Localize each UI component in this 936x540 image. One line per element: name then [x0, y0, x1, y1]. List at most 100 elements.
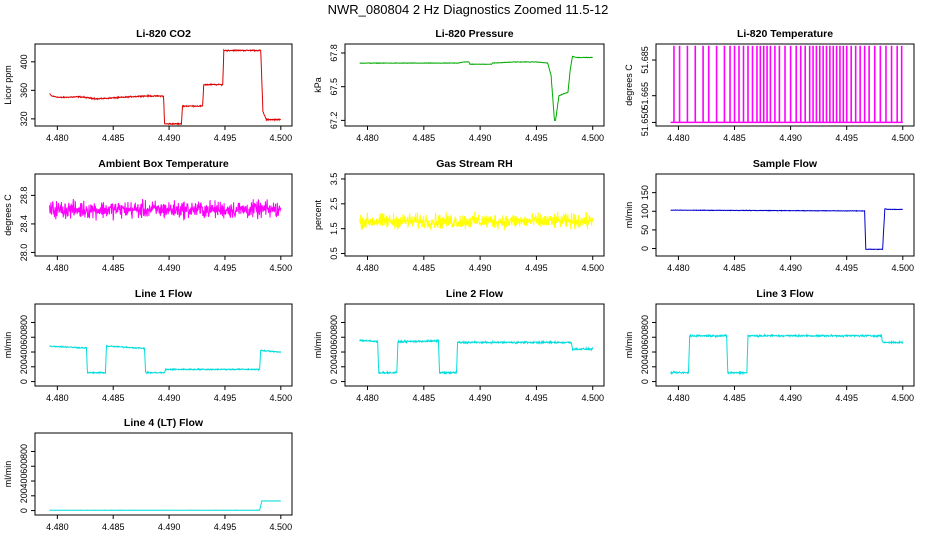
x-tick-label: 4.480: [46, 133, 69, 143]
y-axis-label: kPa: [313, 77, 323, 93]
x-tick-label: 4.490: [779, 393, 802, 403]
panel-title: Li-820 Pressure: [435, 28, 513, 40]
x-tick-label: 4.500: [892, 393, 915, 403]
x-tick-label: 4.480: [356, 393, 379, 403]
x-tick-label: 4.490: [779, 133, 802, 143]
y-tick-label: 600: [19, 459, 29, 474]
x-tick-label: 4.485: [102, 522, 125, 532]
x-tick-label: 4.480: [46, 263, 69, 273]
x-tick-label: 4.495: [214, 133, 237, 143]
y-tick-label: 400: [19, 474, 29, 489]
y-tick-label: 360: [19, 83, 29, 98]
y-tick-label: 150: [640, 185, 650, 200]
x-tick-label: 4.500: [270, 133, 293, 143]
y-tick-label: 1.5: [329, 222, 339, 235]
x-tick-label: 4.490: [469, 133, 492, 143]
x-tick-label: 4.495: [835, 263, 858, 273]
x-tick-label: 4.500: [892, 263, 915, 273]
series-line: [670, 333, 904, 376]
x-tick-label: 4.485: [102, 263, 125, 273]
panel-title: Line 1 Flow: [135, 288, 193, 300]
x-tick-label: 4.480: [667, 393, 690, 403]
x-tick-label: 4.500: [581, 393, 604, 403]
plot-frame: [655, 173, 915, 257]
panel-7: Line 2 Flow ml/min 4.480 4.485 4.490 4.495 4.5…: [313, 288, 605, 403]
x-tick-label: 4.485: [413, 393, 436, 403]
x-tick-label: 4.500: [270, 522, 293, 532]
y-tick-label: 400: [329, 345, 339, 360]
series-line: [670, 208, 903, 251]
y-tick-label: 28.8: [19, 187, 29, 205]
page-title: NWR_080804 2 Hz Diagnostics Zoomed 11.5-…: [327, 2, 609, 17]
x-tick-label: 4.495: [214, 522, 237, 532]
plot-frame: [344, 173, 605, 257]
panel-title: Line 2 Flow: [446, 288, 504, 300]
x-tick-label: 4.500: [270, 393, 293, 403]
y-tick-label: 600: [329, 330, 339, 345]
y-tick-label: 50: [640, 225, 650, 235]
y-tick-label: 67.2: [329, 112, 339, 130]
x-tick-label: 4.495: [835, 393, 858, 403]
x-tick-label: 4.480: [667, 133, 690, 143]
panel-6: Line 1 Flow ml/min 4.480 4.485 4.490 4.495 4.5…: [3, 288, 293, 403]
x-tick-label: 4.485: [723, 393, 746, 403]
y-tick-label: 3.5: [329, 173, 339, 186]
plot-frame: [344, 303, 605, 387]
y-tick-label: 0: [19, 508, 29, 513]
y-tick-label: 0.5: [329, 247, 339, 260]
series-line: [359, 338, 594, 376]
plot-frame: [34, 432, 293, 516]
panel-3: Ambient Box Temperature degrees C 4.480 4.4…: [3, 158, 293, 273]
x-tick-label: 4.490: [469, 393, 492, 403]
x-tick-label: 4.500: [581, 263, 604, 273]
y-tick-label: 0: [640, 379, 650, 384]
panel-title: Ambient Box Temperature: [98, 158, 229, 170]
panel-title: Line 3 Flow: [756, 288, 814, 300]
y-tick-label: 200: [19, 488, 29, 503]
y-axis-label: ml/min: [3, 332, 13, 359]
panel-4: Gas Stream RH percent 4.480 4.485 4.490 4.495…: [313, 158, 605, 273]
series-line: [49, 48, 282, 126]
y-tick-label: 2.5: [329, 198, 339, 211]
y-tick-label: 28.0: [19, 244, 29, 262]
x-tick-label: 4.490: [158, 522, 181, 532]
y-tick-label: 400: [19, 54, 29, 69]
panel-title: Gas Stream RH: [436, 158, 512, 170]
y-tick-label: 320: [19, 111, 29, 126]
panel-9: Line 4 (LT) Flow ml/min 4.480 4.485 4.490 4.4…: [3, 417, 293, 532]
y-tick-label: 200: [640, 359, 650, 374]
plot-frame: [34, 303, 293, 387]
series-line: [49, 344, 282, 375]
x-tick-label: 4.495: [835, 133, 858, 143]
panel-title: Line 4 (LT) Flow: [124, 417, 204, 429]
y-tick-label: 0: [329, 379, 339, 384]
y-axis-label: ml/min: [624, 202, 634, 229]
y-axis-label: degrees C: [624, 64, 634, 106]
x-tick-label: 4.480: [356, 263, 379, 273]
x-tick-label: 4.495: [214, 393, 237, 403]
x-tick-label: 4.485: [102, 133, 125, 143]
y-axis-label: ml/min: [624, 332, 634, 359]
y-tick-label: 400: [640, 345, 650, 360]
x-tick-label: 4.490: [469, 263, 492, 273]
x-tick-label: 4.480: [356, 133, 379, 143]
x-tick-label: 4.500: [892, 133, 915, 143]
series-line: [359, 211, 594, 231]
y-tick-label: 51.650: [640, 109, 650, 137]
y-tick-label: 600: [19, 330, 29, 345]
y-tick-label: 100: [640, 204, 650, 219]
y-tick-label: 400: [19, 345, 29, 360]
series-line: [49, 198, 282, 221]
y-tick-label: 0: [640, 246, 650, 251]
x-tick-label: 4.495: [525, 393, 548, 403]
y-axis-label: ml/min: [313, 332, 323, 359]
x-tick-label: 4.490: [779, 263, 802, 273]
y-axis-label: percent: [313, 199, 323, 230]
x-tick-label: 4.485: [723, 133, 746, 143]
panel-title: Li-820 CO2: [136, 28, 191, 40]
y-tick-label: 600: [640, 330, 650, 345]
y-tick-label: 0: [19, 379, 29, 384]
x-tick-label: 4.495: [525, 133, 548, 143]
y-tick-label: 51.665: [640, 82, 650, 110]
